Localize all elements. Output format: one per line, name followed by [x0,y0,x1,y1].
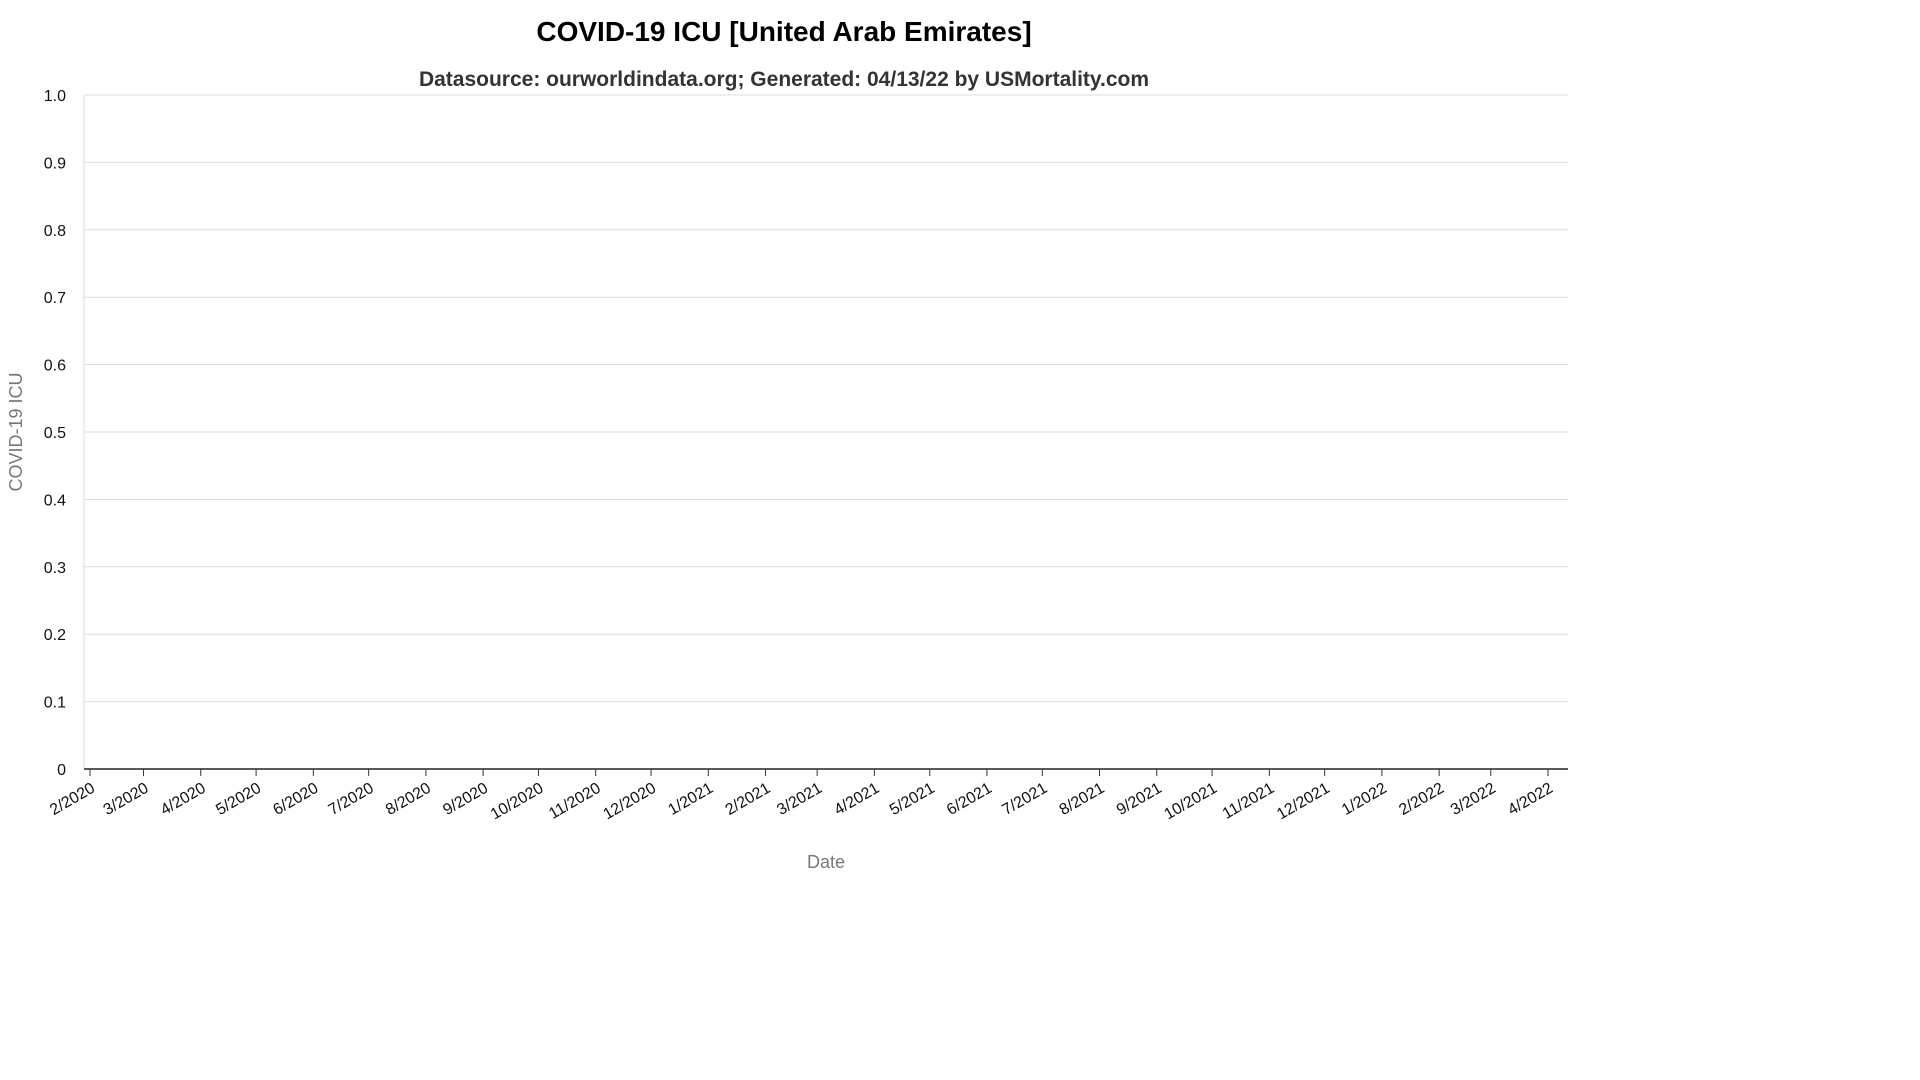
x-tick-label: 1/2021 [665,780,716,819]
x-tick-label: 11/2021 [1220,780,1278,823]
chart: COVID-19 ICU [United Arab Emirates] Data… [6,16,1568,872]
x-tick-label: 10/2021 [1162,780,1221,824]
grid [84,94,1568,703]
x-tick-label: 7/2021 [999,780,1050,819]
x-tick-label: 4/2020 [158,780,209,819]
x-tick-label: 5/2021 [887,780,938,819]
x-tick-label: 3/2021 [774,780,825,819]
x-tick-label: 1/2022 [1339,780,1390,819]
y-tick-label: 0.3 [44,560,66,577]
x-tick-label: 7/2020 [326,780,377,819]
y-tick-label: 0.5 [44,425,66,442]
y-tick-label: 1.0 [44,88,66,105]
x-tick-label: 4/2022 [1505,780,1556,819]
x-tick-label: 5/2020 [213,780,264,819]
x-tick-label: 2/2021 [723,780,774,819]
y-tick-label: 0.1 [44,695,66,712]
y-axis-title: COVID-19 ICU [6,372,26,491]
y-tick-label: 0.9 [44,155,66,172]
x-tick-label: 11/2020 [546,780,604,823]
y-tick-label: 0.8 [44,223,66,240]
x-tick-label: 3/2022 [1448,780,1499,819]
chart-title: COVID-19 ICU [United Arab Emirates] [536,16,1031,47]
y-tick-label: 0.7 [44,290,66,307]
x-tick-label: 2/2022 [1396,780,1447,819]
x-tick-label: 6/2021 [944,780,995,819]
x-tick-label: 8/2020 [383,780,434,819]
x-tick-label: 9/2021 [1114,780,1165,819]
x-axis-title: Date [807,852,845,872]
x-tick-label: 12/2020 [600,780,659,824]
x-tick-label: 9/2020 [440,780,491,819]
y-tick-label: 0.4 [44,492,66,509]
y-tick-label: 0.6 [44,358,66,375]
x-tick-label: 3/2020 [101,780,152,819]
x-tick-label: 12/2021 [1274,780,1333,824]
x-tick-label: 4/2021 [831,780,882,819]
x-tick-label: 6/2020 [270,780,321,819]
x-tick-label: 2/2020 [47,780,98,819]
x-tick-label: 8/2021 [1057,780,1108,819]
y-tick-label: 0 [57,762,66,779]
y-tick-label: 0.2 [44,627,66,644]
x-axis: 2/2020 3/2020 4/2020 5/2020 6/2020 7/2020 8/20… [47,768,1568,824]
chart-subtitle: Datasource: ourworldindata.org; Generate… [419,68,1149,91]
y-axis: 0 0.1 0.2 0.3 0.4 0.5 0.6 0.7 0.8 0.9 1.0 [44,88,85,779]
x-tick-label: 10/2020 [488,780,547,824]
